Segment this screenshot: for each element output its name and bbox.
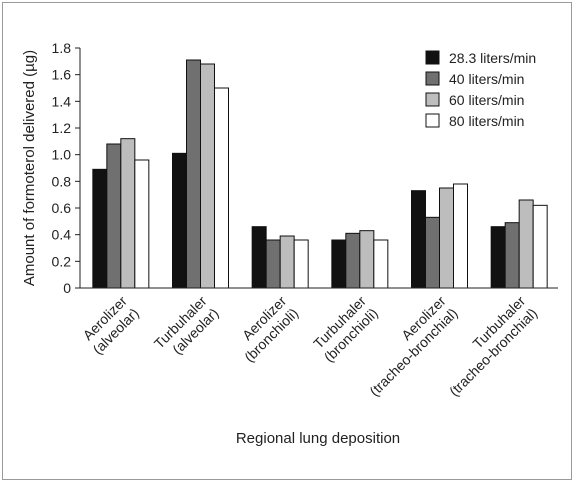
y-tick-label: 1.6 xyxy=(52,67,72,83)
bar-2-6 xyxy=(504,222,520,289)
bar-2-2 xyxy=(186,59,201,289)
category-labels: Aerolizer(alveolar) Turbuhaler(alveolar) A… xyxy=(77,293,541,400)
legend-swatch xyxy=(425,92,440,107)
bar-3-5 xyxy=(439,187,454,289)
bar-4-4 xyxy=(373,239,389,289)
legend-label: 80 liters/min xyxy=(449,113,524,129)
x-axis-title: Regional lung deposition xyxy=(236,430,400,447)
y-tick-label: 0.2 xyxy=(52,253,72,269)
bar-1-5 xyxy=(411,190,426,289)
bars xyxy=(92,59,548,289)
bar-3-3 xyxy=(279,235,295,289)
bar-2-3 xyxy=(265,239,281,289)
bar-2-5 xyxy=(425,216,440,289)
y-tick-label: 0.8 xyxy=(52,173,72,189)
bar-2-1 xyxy=(106,143,122,289)
bar-1-4 xyxy=(331,239,347,289)
legend-swatch xyxy=(425,71,440,86)
legend-label: 28.3 liters/min xyxy=(449,50,536,66)
legend-label: 60 liters/min xyxy=(449,92,524,108)
bar-3-1 xyxy=(120,138,136,289)
legend-swatch xyxy=(425,50,440,65)
bar-4-2 xyxy=(214,87,229,289)
bar-4-6 xyxy=(532,204,548,289)
legend: 28.3 liters/min 40 liters/min 60 liters/mi… xyxy=(425,50,536,129)
legend-swatch xyxy=(425,113,440,128)
y-axis-ticks: 0 0.2 0.4 0.6 0.8 1.0 1.2 1.4 1.6 1.8 xyxy=(52,40,80,296)
y-tick-label: 0 xyxy=(63,280,71,296)
legend-label: 40 liters/min xyxy=(449,71,524,87)
bar-3-4 xyxy=(359,230,375,289)
y-tick-label: 0.4 xyxy=(52,227,72,243)
bar-1-2 xyxy=(172,152,187,289)
bar-4-1 xyxy=(134,159,150,289)
y-tick-label: 1.0 xyxy=(52,147,72,163)
bar-3-2 xyxy=(200,63,215,289)
bar-3-6 xyxy=(518,199,534,289)
bar-4-5 xyxy=(453,183,468,289)
bar-1-1 xyxy=(92,168,108,289)
bar-2-4 xyxy=(345,232,361,289)
bar-1-3 xyxy=(251,226,267,289)
bar-4-3 xyxy=(293,239,309,289)
y-tick-label: 1.4 xyxy=(52,93,72,109)
category-label-2: Turbuhaler(alveolar) xyxy=(151,293,222,364)
bar-1-6 xyxy=(490,226,506,289)
y-tick-label: 1.2 xyxy=(52,120,72,136)
y-tick-label: 0.6 xyxy=(52,200,72,216)
category-label-1: Aerolizer(alveolar) xyxy=(77,293,142,358)
category-label-3: Aerolizer(bronchioli) xyxy=(229,293,302,366)
category-label-4: Turbuhaler(bronchioli) xyxy=(309,293,382,366)
y-tick-label: 1.8 xyxy=(52,40,72,56)
y-axis-title: Amount of formoterol delivered (µg) xyxy=(21,50,38,286)
